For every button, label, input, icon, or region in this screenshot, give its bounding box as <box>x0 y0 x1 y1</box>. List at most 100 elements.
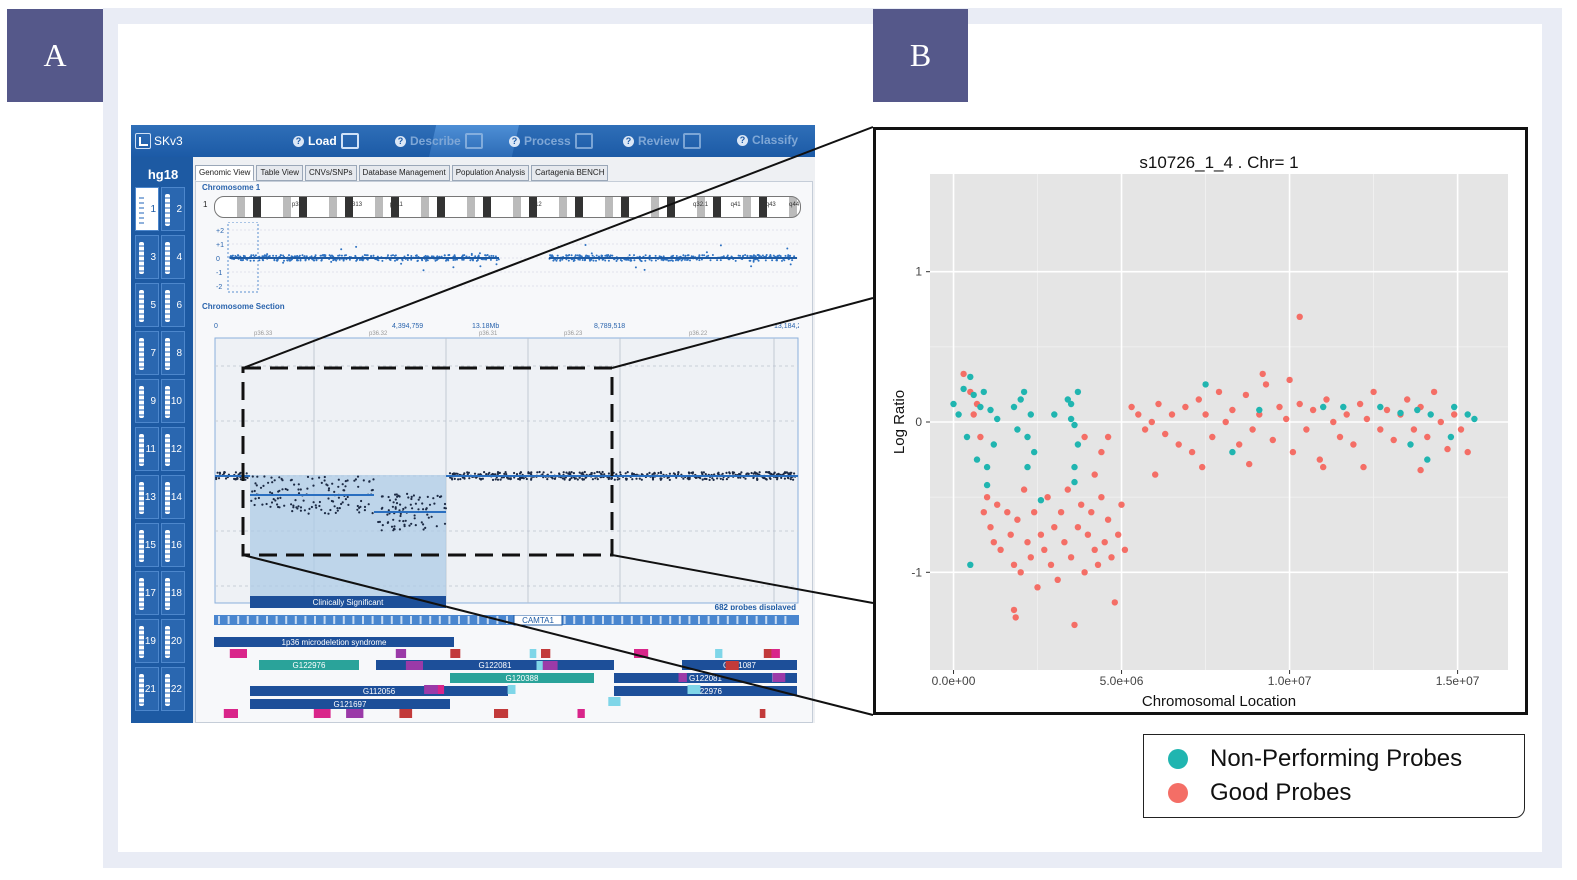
probe-point <box>593 472 596 475</box>
good-probe-point <box>1262 381 1270 388</box>
probe-point <box>306 475 310 478</box>
help-icon[interactable]: ? <box>623 135 634 147</box>
good-probe-point <box>1034 584 1041 591</box>
step-label: Load <box>308 134 337 148</box>
step-load[interactable]: ? Load <box>293 133 359 149</box>
probe-point <box>394 507 397 510</box>
help-icon[interactable]: ? <box>509 135 520 147</box>
chromosome-ideogram[interactable]: p33 p313 p311 q12 q32.1 q41 q43 q44 <box>214 196 801 218</box>
tab-1[interactable]: Table View <box>256 165 303 181</box>
tab-3[interactable]: Database Management <box>358 165 450 181</box>
chromosome-button-9[interactable]: 9 <box>135 379 159 423</box>
cnv-marker <box>536 661 543 670</box>
chromosome-button-22[interactable]: 22 <box>161 667 185 711</box>
probe-point <box>297 505 300 508</box>
probe-point <box>269 505 272 508</box>
tab-4[interactable]: Population Analysis <box>451 165 530 181</box>
probe-point <box>412 494 415 497</box>
chromosome-button-6[interactable]: 6 <box>161 283 185 327</box>
good-probe-point <box>1175 441 1182 448</box>
good-probe-point <box>1390 436 1397 444</box>
chromosome-button-19[interactable]: 19 <box>135 619 159 663</box>
cnv-marker <box>577 709 585 718</box>
probe-point <box>252 259 255 262</box>
probe-point <box>707 254 710 257</box>
chromosome-button-15[interactable]: 15 <box>135 523 159 567</box>
probe-point <box>265 254 268 257</box>
scatter-plot: 0.0e+00 5.0e+06 1.0e+07 1.5e+07 -1 0 1 s10726_1… <box>891 153 1508 710</box>
chromosome-button-20[interactable]: 20 <box>161 619 185 663</box>
probe-point <box>612 471 615 474</box>
probe-point <box>776 259 778 262</box>
chromosome-button-13[interactable]: 13 <box>135 475 159 519</box>
step-process[interactable]: ? Process <box>509 133 593 149</box>
probe-point <box>747 472 750 475</box>
probe-point <box>266 253 269 256</box>
help-icon[interactable]: ? <box>293 135 304 147</box>
chromosome-button-21[interactable]: 21 <box>135 667 159 711</box>
good-probe-point <box>1024 539 1031 546</box>
probe-point <box>583 470 586 474</box>
probe-point <box>296 507 299 510</box>
annotation-tracks[interactable]: CAMTA1 1p36 microdeletion syndrome G122976… <box>214 615 799 723</box>
probe-point <box>765 478 768 481</box>
probe-point <box>312 501 315 504</box>
chromosome-button-3[interactable]: 3 <box>135 235 159 279</box>
chromosome-overview-plot[interactable]: +2 +1 0 -1 -2 <box>214 222 799 294</box>
help-icon[interactable]: ? <box>395 135 406 147</box>
band-label: p36.33 <box>254 331 273 337</box>
probe-point <box>360 499 363 503</box>
probe-point <box>725 471 728 474</box>
tab-5[interactable]: Cartagenia BENCH <box>531 165 609 181</box>
chromosome-button-7[interactable]: 7 <box>135 331 159 375</box>
probe-point <box>294 499 297 502</box>
y-axis-label: Log Ratio <box>891 390 908 454</box>
probe-point <box>277 505 280 509</box>
good-probe-point <box>983 494 991 501</box>
non-performing-probe-point <box>1031 448 1038 456</box>
chromosome-button-11[interactable]: 11 <box>135 427 159 471</box>
probe-point <box>424 526 427 529</box>
probe-point <box>761 254 764 257</box>
chart-title: s10726_1_4 . Chr= 1 <box>1139 153 1298 172</box>
probe-point <box>275 259 278 262</box>
step-describe[interactable]: ? Describe <box>395 133 483 149</box>
good-probe-point <box>1135 411 1142 418</box>
gene-tick <box>611 616 614 624</box>
non-performing-probe-point <box>970 391 977 399</box>
probe-point <box>311 477 314 480</box>
chromosome-button-5[interactable]: 5 <box>135 283 159 327</box>
chromosome-button-10[interactable]: 10 <box>161 379 185 423</box>
probe-point <box>327 497 330 500</box>
probe-point <box>522 477 525 480</box>
probe-point <box>279 254 282 257</box>
probe-point <box>764 259 767 262</box>
probe-point <box>451 478 454 481</box>
probe-point <box>470 254 473 256</box>
probe-point <box>578 254 581 257</box>
legend-swatch <box>1168 783 1188 803</box>
chromosome-button-8[interactable]: 8 <box>161 331 185 375</box>
chromosome-button-4[interactable]: 4 <box>161 235 185 279</box>
chromosome-button-1[interactable]: 1 <box>135 187 159 231</box>
probe-point <box>318 476 321 479</box>
chromosome-button-14[interactable]: 14 <box>161 475 185 519</box>
probe-point <box>340 248 343 251</box>
chromosome-button-12[interactable]: 12 <box>161 427 185 471</box>
probe-point <box>291 510 294 513</box>
good-probe-point <box>977 433 984 441</box>
tab-0[interactable]: Genomic View <box>195 165 255 181</box>
good-probe-point <box>1148 418 1155 426</box>
good-probe-point <box>1041 546 1048 553</box>
help-icon[interactable]: ? <box>737 134 748 146</box>
chromosome-button-2[interactable]: 2 <box>161 187 185 231</box>
chromosome-button-17[interactable]: 17 <box>135 571 159 615</box>
step-classify[interactable]: ? Classify <box>737 133 798 147</box>
probe-point <box>392 254 394 257</box>
chromosome-section-plot[interactable]: 0 4,394,759 13.18Mb 8,789,518 13,184,277 p36.… <box>214 320 799 610</box>
cnv-marker <box>529 649 537 658</box>
chromosome-button-18[interactable]: 18 <box>161 571 185 615</box>
step-review[interactable]: ? Review <box>623 133 702 149</box>
tab-2[interactable]: CNVs/SNPs <box>304 165 357 181</box>
chromosome-button-16[interactable]: 16 <box>161 523 185 567</box>
